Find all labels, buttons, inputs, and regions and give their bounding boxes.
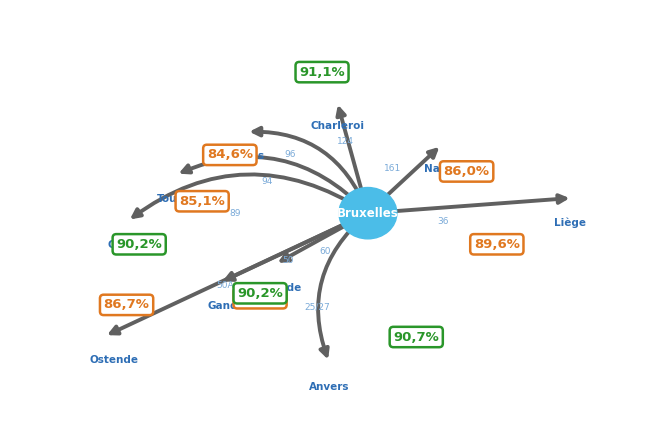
Text: 84,6%: 84,6% (207, 148, 253, 161)
Ellipse shape (339, 187, 397, 239)
Text: 25/27: 25/27 (304, 303, 330, 312)
Text: 90,2%: 90,2% (237, 287, 283, 300)
Text: 89,6%: 89,6% (474, 238, 520, 251)
Text: 86,0%: 86,0% (443, 165, 489, 178)
Text: Mons: Mons (233, 151, 265, 161)
Text: 85,1%: 85,1% (179, 195, 225, 208)
Text: Liège: Liège (554, 217, 586, 227)
Text: 60: 60 (320, 247, 332, 256)
Text: 90,7%: 90,7% (393, 331, 439, 344)
Text: Courtrai: Courtrai (107, 240, 156, 250)
Text: 94: 94 (261, 177, 272, 186)
Text: Ostende: Ostende (90, 355, 139, 365)
Text: 36: 36 (437, 217, 448, 226)
Text: 89: 89 (229, 209, 240, 218)
Text: 86,7%: 86,7% (103, 298, 150, 311)
Text: Charleroi: Charleroi (310, 121, 364, 131)
Text: Gand: Gand (207, 301, 237, 311)
Text: 90,2%: 90,2% (116, 238, 162, 251)
Text: 87,9%: 87,9% (237, 292, 283, 305)
Text: 91,1%: 91,1% (299, 66, 345, 79)
Text: 50: 50 (282, 256, 294, 265)
Text: 161: 161 (384, 164, 401, 173)
Ellipse shape (355, 192, 393, 222)
Text: 96: 96 (285, 150, 296, 160)
Text: Anvers: Anvers (309, 382, 349, 392)
Text: 50A: 50A (216, 280, 233, 289)
Text: Bruxelles: Bruxelles (337, 207, 398, 220)
Text: Termonde: Termonde (244, 283, 302, 293)
Text: 124: 124 (337, 137, 354, 146)
Text: Tournai: Tournai (157, 194, 200, 204)
Text: Namur: Namur (424, 164, 463, 174)
